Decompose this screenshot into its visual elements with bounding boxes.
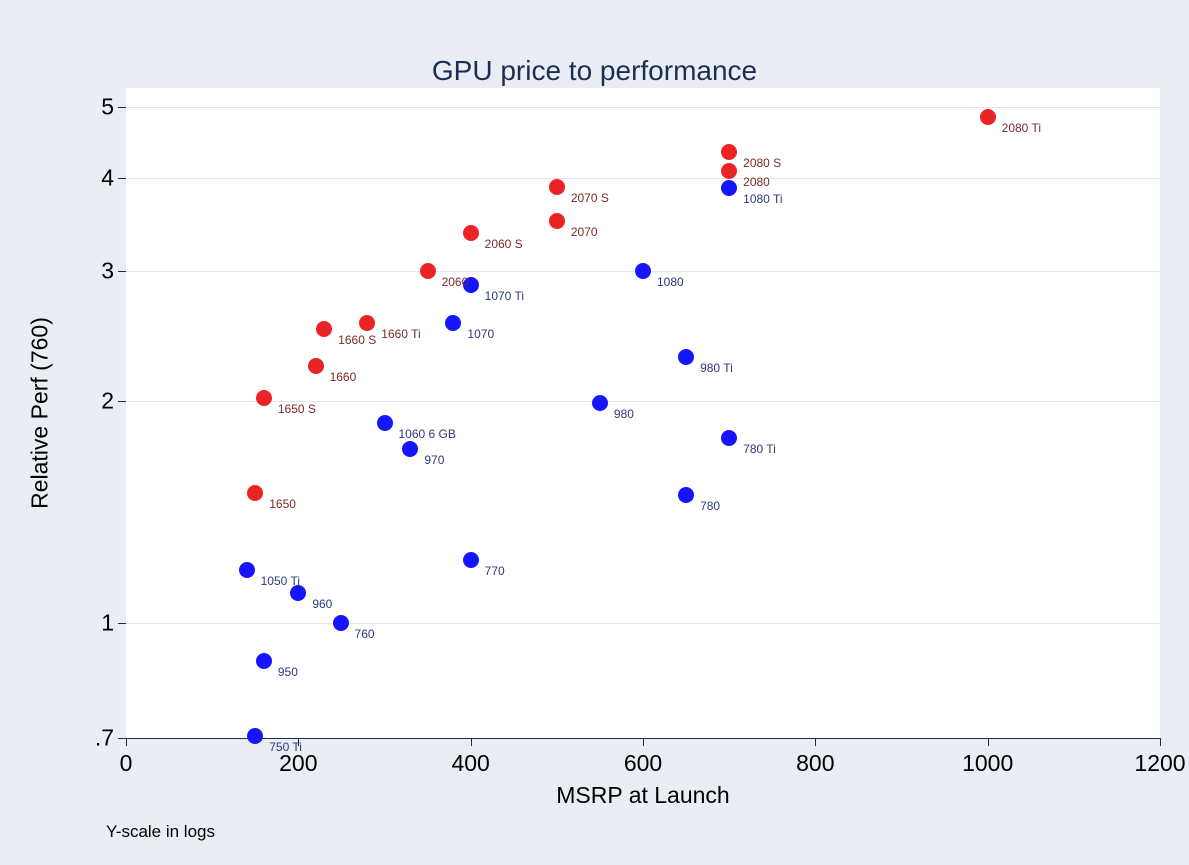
data-point-label: 2070 S (571, 191, 609, 205)
y-tick (118, 271, 126, 272)
data-point (721, 163, 737, 179)
data-point (333, 615, 349, 631)
x-tick-label: 800 (796, 750, 834, 777)
data-point-label: 1070 (467, 327, 494, 341)
y-tick-label: 5 (86, 93, 114, 120)
x-tick-label: 1200 (1134, 750, 1185, 777)
x-tick (988, 738, 989, 746)
data-point-label: 980 (614, 407, 634, 421)
data-point (445, 315, 461, 331)
data-point (549, 213, 565, 229)
y-tick-label: 1 (86, 610, 114, 637)
footnote: Y-scale in logs (106, 822, 215, 842)
y-tick-label: 2 (86, 387, 114, 414)
data-point-label: 1050 Ti (261, 574, 300, 588)
data-point (247, 728, 263, 744)
data-point-label: 2080 (743, 175, 770, 189)
data-point (463, 552, 479, 568)
x-tick (471, 738, 472, 746)
x-tick-label: 1000 (962, 750, 1013, 777)
data-point-label: 2060 S (485, 237, 523, 251)
x-tick (298, 738, 299, 746)
plot-area: 750 Ti9507609601050 Ti770780970780 Ti106… (126, 88, 1160, 738)
data-point (980, 109, 996, 125)
x-tick-label: 400 (451, 750, 489, 777)
data-point (256, 390, 272, 406)
data-point-label: 760 (355, 627, 375, 641)
x-tick-label: 600 (624, 750, 662, 777)
gridline (126, 623, 1160, 624)
data-point-label: 770 (485, 564, 505, 578)
y-tick (118, 738, 126, 739)
data-point (256, 653, 272, 669)
data-point-label: 1080 (657, 275, 684, 289)
data-point-label: 1650 S (278, 402, 316, 416)
x-tick-label: 0 (120, 750, 133, 777)
data-point-label: 2080 S (743, 156, 781, 170)
x-tick (126, 738, 127, 746)
data-point (635, 263, 651, 279)
data-point-label: 2060 (442, 275, 469, 289)
y-axis-label: Relative Perf (760) (27, 317, 54, 509)
data-point (377, 415, 393, 431)
y-tick (118, 178, 126, 179)
data-point (678, 349, 694, 365)
x-tick (643, 738, 644, 746)
data-point (721, 180, 737, 196)
y-tick (118, 401, 126, 402)
data-point (549, 179, 565, 195)
data-point-label: 780 Ti (743, 442, 776, 456)
y-tick-label: .7 (86, 724, 114, 751)
y-tick (118, 623, 126, 624)
data-point-label: 1660 S (338, 333, 376, 347)
data-point-label: 1660 Ti (381, 327, 420, 341)
data-point-label: 1080 Ti (743, 192, 782, 206)
chart-title: GPU price to performance (432, 55, 757, 87)
y-tick (118, 107, 126, 108)
x-tick (815, 738, 816, 746)
y-tick-label: 3 (86, 257, 114, 284)
data-point (402, 441, 418, 457)
data-point (247, 485, 263, 501)
data-point-label: 1070 Ti (485, 289, 524, 303)
chart-canvas: GPU price to performance 750 Ti950760960… (0, 0, 1189, 865)
data-point-label: 950 (278, 665, 298, 679)
data-point (308, 358, 324, 374)
data-point (420, 263, 436, 279)
data-point (316, 321, 332, 337)
data-point (463, 225, 479, 241)
data-point (721, 144, 737, 160)
data-point-label: 960 (312, 597, 332, 611)
data-point (721, 430, 737, 446)
x-axis-label: MSRP at Launch (556, 782, 729, 809)
data-point-label: 1660 (330, 370, 357, 384)
data-point-label: 2080 Ti (1002, 121, 1041, 135)
data-point-label: 2070 (571, 225, 598, 239)
data-point (239, 562, 255, 578)
data-point-label: 970 (424, 453, 444, 467)
data-point (359, 315, 375, 331)
x-tick-label: 200 (279, 750, 317, 777)
gridline (126, 107, 1160, 108)
data-point-label: 780 (700, 499, 720, 513)
x-tick (1160, 738, 1161, 746)
gridline (126, 178, 1160, 179)
data-point (678, 487, 694, 503)
y-tick-label: 4 (86, 165, 114, 192)
data-point-label: 1060 6 GB (399, 427, 456, 441)
data-point (592, 395, 608, 411)
data-point-label: 1650 (269, 497, 296, 511)
data-point-label: 980 Ti (700, 361, 733, 375)
